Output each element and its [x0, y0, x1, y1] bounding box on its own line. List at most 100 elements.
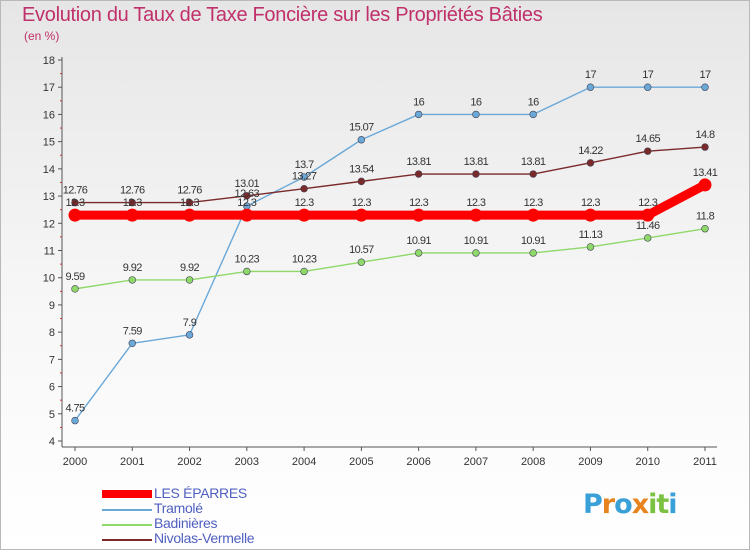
- data-label: 11.46: [636, 220, 660, 232]
- y-tick-label: 15: [43, 137, 55, 149]
- data-point: [698, 178, 712, 192]
- data-point: [472, 110, 480, 119]
- y-tick-label: 6: [49, 382, 55, 394]
- data-label: 13.7: [295, 159, 314, 171]
- data-point: [243, 192, 251, 200]
- data-label: 12.3: [638, 197, 657, 209]
- data-point: [529, 170, 537, 178]
- data-point: [354, 208, 368, 222]
- logo-letter: i: [668, 489, 677, 520]
- data-point: [414, 110, 423, 119]
- data-label: 4.75: [65, 403, 84, 415]
- series-line: [70, 180, 710, 220]
- data-point: [128, 276, 136, 284]
- x-tick-label: 2006: [406, 456, 430, 468]
- data-label: 12.76: [177, 185, 202, 197]
- data-point: [125, 208, 139, 222]
- data-label: 12.3: [180, 197, 199, 209]
- x-tick-label: 2011: [693, 456, 717, 468]
- logo-letter: r: [601, 489, 615, 520]
- series-line: [74, 86, 706, 422]
- y-tick-label: 13: [43, 191, 55, 203]
- x-tick-label: 2008: [521, 456, 545, 468]
- x-tick-label: 2001: [120, 456, 144, 468]
- data-point: [529, 249, 537, 257]
- logo-letter: P: [583, 489, 603, 520]
- data-label: 12.3: [65, 197, 84, 209]
- data-point: [243, 267, 251, 276]
- data-label: 13.81: [464, 156, 489, 168]
- data-point: [357, 258, 366, 266]
- x-tick-label: 2007: [464, 456, 488, 468]
- proxiti-logo: Proxiti: [583, 489, 678, 520]
- y-tick-label: 4: [49, 436, 55, 448]
- data-point: [526, 208, 540, 222]
- data-label: 14.8: [695, 129, 714, 141]
- data-label: 16: [413, 96, 425, 108]
- x-tick-label: 2010: [635, 456, 659, 468]
- data-label: 15.07: [349, 122, 374, 134]
- data-point: [644, 147, 652, 155]
- logo-letter: i: [648, 489, 657, 520]
- data-point: [469, 208, 483, 222]
- x-tick-label: 2009: [578, 456, 602, 468]
- data-label: 13.01: [235, 178, 260, 190]
- data-label: 9.59: [65, 271, 84, 283]
- data-label: 14.65: [635, 133, 660, 145]
- x-tick-label: 2000: [63, 456, 87, 468]
- data-label: 16: [528, 96, 540, 108]
- data-label: 12.63: [235, 188, 260, 200]
- data-point: [71, 285, 79, 293]
- x-tick-label: 2005: [349, 456, 373, 468]
- legend-swatch: [102, 524, 152, 526]
- data-label: 10.23: [235, 253, 260, 265]
- logo-letter: o: [614, 489, 633, 520]
- data-label: 10.57: [349, 244, 374, 256]
- data-point: [297, 208, 311, 222]
- data-label: 7.9: [183, 317, 197, 329]
- data-point: [300, 173, 308, 181]
- x-tick-label: 2004: [292, 456, 316, 468]
- series-line: [74, 146, 706, 204]
- data-label: 10.91: [521, 235, 546, 247]
- y-tick-label: 12: [43, 218, 55, 230]
- logo-letter: x: [631, 489, 649, 520]
- data-label: 7.59: [123, 325, 142, 337]
- data-label: 10.91: [406, 235, 431, 247]
- legend-swatch: [102, 509, 152, 511]
- data-point: [644, 83, 652, 91]
- data-label: 11.13: [579, 229, 603, 241]
- data-label: 12.3: [295, 197, 314, 209]
- data-point: [128, 198, 136, 207]
- data-label: 13.41: [693, 167, 718, 179]
- data-point: [300, 185, 308, 193]
- legend-swatch: [102, 539, 152, 541]
- data-point: [414, 170, 423, 178]
- data-point: [412, 208, 426, 222]
- data-label: 13.81: [406, 156, 431, 168]
- data-label: 10.91: [464, 235, 489, 247]
- legend-label: Tramolé: [154, 500, 203, 516]
- data-label: 9.92: [180, 262, 199, 274]
- x-tick-label: 2003: [235, 456, 259, 468]
- data-label: 17: [699, 69, 711, 81]
- y-tick-label: 10: [43, 273, 55, 285]
- data-point: [644, 234, 652, 242]
- data-point: [586, 83, 595, 91]
- data-label: 12.3: [524, 197, 543, 209]
- data-label: 12.3: [352, 197, 371, 209]
- data-point: [185, 198, 194, 207]
- legend-label: LES ÉPARRES: [154, 485, 247, 501]
- data-label: 14.22: [578, 145, 603, 157]
- series-line: [74, 228, 706, 290]
- y-tick-label: 9: [49, 300, 55, 312]
- data-point: [472, 249, 480, 257]
- data-label: 11.8: [696, 211, 715, 223]
- data-point: [68, 208, 82, 222]
- legend-label: Badinières: [154, 515, 218, 531]
- data-label: 12.76: [120, 185, 145, 197]
- data-point: [300, 267, 308, 276]
- data-point: [701, 225, 709, 233]
- data-label: 16: [470, 96, 482, 108]
